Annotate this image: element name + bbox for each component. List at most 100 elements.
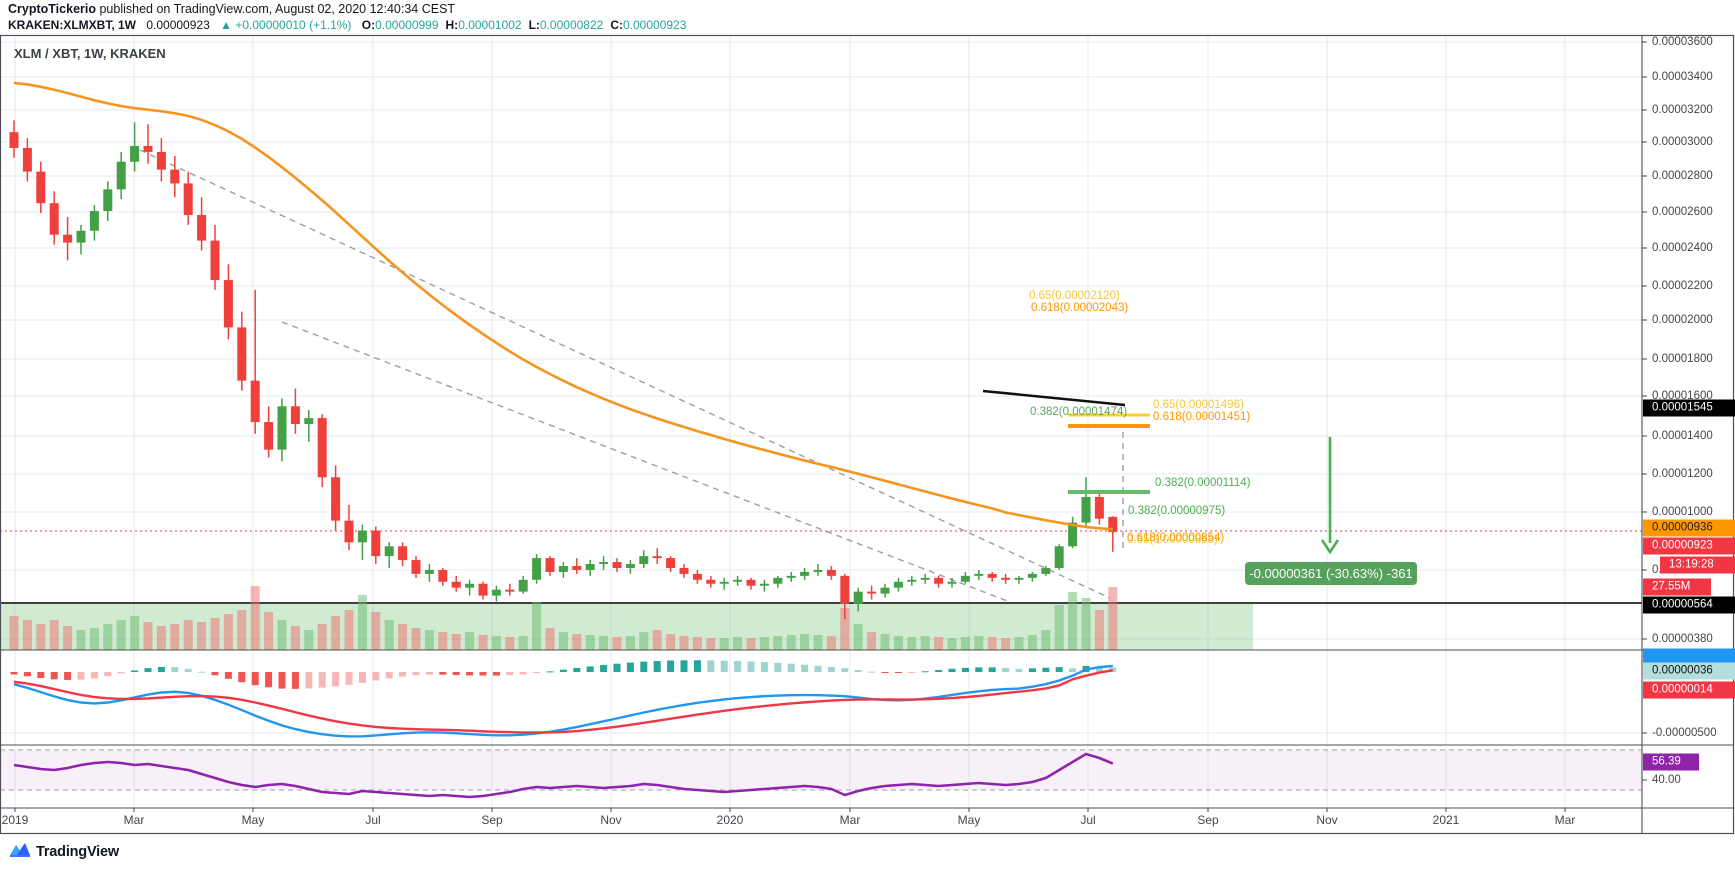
volume-bar	[960, 637, 970, 650]
fib-label[interactable]: 0.65(0.00002120)	[1029, 290, 1120, 302]
volume-bar	[1014, 637, 1024, 650]
candle	[572, 566, 582, 570]
price-tick-label: -0.00000500	[1652, 727, 1717, 739]
volume-bar	[424, 630, 434, 650]
volume-bar	[585, 635, 595, 650]
candle	[1094, 496, 1104, 519]
time-tick-label: Jul	[1080, 813, 1096, 827]
macd-histogram-bar	[894, 672, 902, 673]
volume-bar	[826, 636, 836, 650]
ohlc-value: 0.00001002	[458, 18, 522, 32]
candle	[22, 147, 32, 172]
macd-histogram-bar	[372, 672, 380, 681]
ohlc-value: 0.00000999	[375, 18, 439, 32]
fib-label[interactable]: 0.618(0.00000854)	[1127, 532, 1225, 544]
time-tick-label: Nov	[1316, 813, 1338, 827]
price-tick-label: 0.00003200	[1652, 104, 1713, 116]
macd-histogram-bar	[23, 672, 31, 677]
symbol-name[interactable]: KRAKEN:XLMXBT, 1W	[8, 18, 136, 32]
candle	[1001, 577, 1011, 580]
rsi-line	[13, 752, 1114, 799]
macd-histogram-bar	[801, 664, 809, 672]
macd-histogram-bar	[573, 667, 581, 672]
measure-label[interactable]: -0.00000361 (-30.63%) -361	[1245, 562, 1417, 585]
candle	[585, 564, 595, 570]
volume-bar	[666, 634, 676, 650]
macd-histogram-bar	[1055, 667, 1063, 672]
candle	[304, 418, 314, 425]
price-change: +0.00000010 (+1.1%)	[235, 18, 352, 32]
volume-bar	[719, 638, 729, 650]
candle	[692, 573, 702, 580]
price-tick-label: 0.00001200	[1652, 468, 1713, 480]
candle	[679, 567, 689, 574]
macd-histogram-bar	[506, 672, 514, 676]
volume-bar	[840, 608, 850, 650]
price-tick-label: 0.00003400	[1652, 71, 1713, 83]
volume-bar	[438, 632, 448, 650]
price-tick-label: 0.00003600	[1652, 36, 1713, 48]
macd-histogram-bar	[586, 666, 594, 672]
volume-bar	[746, 638, 756, 650]
macd-histogram-bar	[519, 672, 527, 675]
fib-label[interactable]: 0.382(0.00000975)	[1128, 505, 1226, 517]
macd-histogram-bar	[747, 661, 755, 672]
volume-bar	[1027, 635, 1037, 650]
volume-bar	[1001, 638, 1011, 650]
time-tick-label: Mar	[839, 813, 861, 827]
candle	[357, 530, 367, 543]
volume-bar	[116, 620, 126, 650]
volume-bar	[465, 632, 475, 650]
fib-label[interactable]: 0.382(0.00001114)	[1155, 477, 1251, 489]
macd-histogram-bar	[332, 672, 340, 687]
ohlc-label: L:	[528, 18, 540, 32]
volume-bar	[451, 634, 461, 650]
author-name[interactable]: CryptoTickerio	[8, 2, 96, 16]
fib-label[interactable]: 0.618(0.00001451)	[1153, 411, 1251, 423]
chart-legend-title[interactable]: XLM / XBT, 1W, KRAKEN	[14, 46, 166, 61]
volume-bar	[518, 636, 528, 650]
candle	[532, 558, 542, 580]
time-tick-label: 2021	[1432, 813, 1460, 827]
candle	[210, 240, 220, 281]
macd-histogram-bar	[358, 672, 366, 683]
candle	[759, 583, 769, 586]
fib-label[interactable]: 0.65(0.00001496)	[1153, 399, 1244, 411]
candle	[478, 583, 488, 596]
macd-histogram-bar	[988, 667, 996, 672]
brand-name[interactable]: TradingView	[36, 843, 119, 860]
price-badge: 0.00000014	[1643, 681, 1735, 699]
candle	[813, 569, 823, 572]
fib-label[interactable]: 0.65(0.00000858)	[1127, 534, 1218, 546]
ohlc-label: O:	[361, 18, 376, 32]
macd-histogram-bar	[64, 672, 72, 680]
macd-histogram-bar	[546, 671, 554, 673]
volume-bar	[1081, 598, 1091, 650]
candle	[317, 418, 327, 478]
macd-histogram-bar	[77, 672, 85, 680]
volume-bar	[76, 630, 86, 650]
candle	[625, 564, 635, 568]
publish-info: published on TradingView.com, August 02,…	[96, 2, 456, 16]
volume-bar	[143, 622, 153, 650]
macd-histogram-bar	[238, 672, 246, 683]
candle	[773, 577, 783, 584]
fib-label[interactable]: 0.382(0.00001474)	[1030, 406, 1128, 418]
time-tick-label: 2020	[716, 813, 744, 827]
volume-bar	[907, 637, 917, 650]
publish-header: CryptoTickerio published on TradingView.…	[8, 2, 455, 17]
volume-bar	[264, 612, 274, 650]
ohlc-values: O:0.00000999 H:0.00001002 L:0.00000822 C:0.…	[355, 18, 687, 32]
time-tick-label: May	[957, 813, 981, 827]
candle	[826, 569, 836, 576]
tradingview-logo[interactable]	[8, 841, 31, 862]
macd-histogram-bar	[251, 672, 259, 686]
fib-label[interactable]: 0.618(0.00002043)	[1031, 302, 1129, 314]
price-tick-label: 0.00002000	[1652, 314, 1713, 326]
macd-histogram-bar	[841, 668, 849, 672]
candle	[143, 145, 153, 152]
macd-histogram-bar	[734, 661, 742, 672]
volume-bar	[1094, 610, 1104, 650]
candle	[398, 546, 408, 561]
